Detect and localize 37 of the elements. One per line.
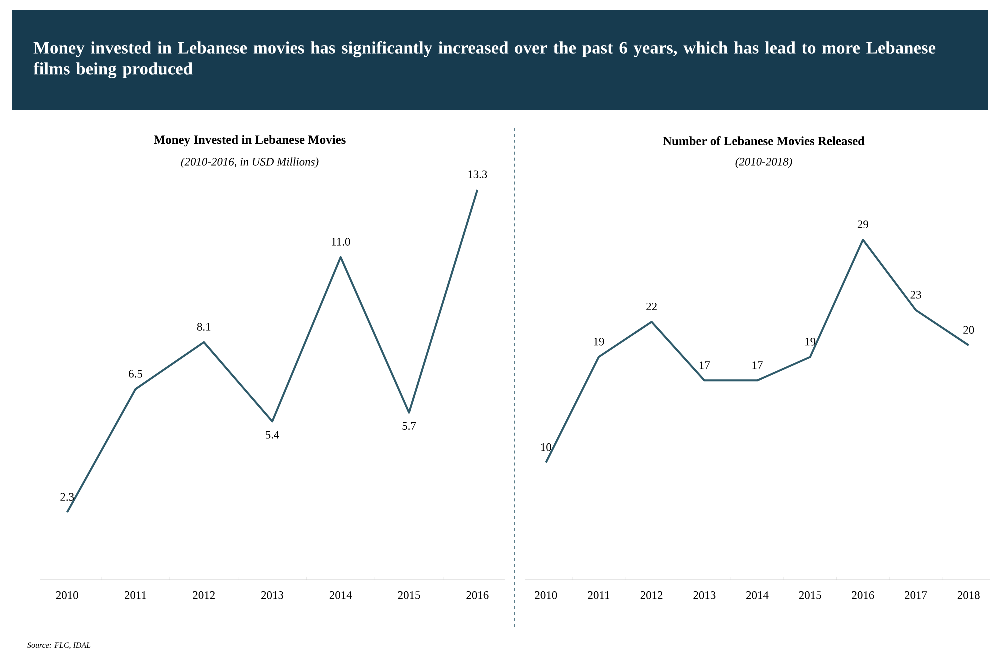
data-label: 8.1 bbox=[197, 323, 211, 331]
x-tick-label: 2014 bbox=[330, 592, 352, 600]
x-tick-label: 2013 bbox=[694, 592, 716, 600]
data-label: 19 bbox=[594, 338, 604, 346]
data-label: 20 bbox=[964, 326, 974, 334]
x-tick-label: 2011 bbox=[588, 592, 610, 600]
data-label: 5.7 bbox=[402, 422, 416, 430]
x-tick-label: 2011 bbox=[125, 592, 146, 600]
x-tick-label: 2010 bbox=[56, 592, 78, 600]
chart-subtitle: (2010-2018) bbox=[736, 158, 792, 168]
data-label: 11.0 bbox=[332, 238, 350, 246]
x-tick-label: 2018 bbox=[958, 592, 980, 600]
x-tick-label: 2017 bbox=[905, 592, 928, 600]
chart-title: Money Invested in Lebanese Movies bbox=[154, 135, 346, 147]
x-tick-label: 2010 bbox=[535, 592, 558, 600]
data-label: 2.3 bbox=[60, 493, 74, 502]
x-tick-label: 2016 bbox=[852, 592, 874, 600]
chart-subtitle: (2010-2016, in USD Millions) bbox=[181, 158, 319, 168]
data-label: 6.5 bbox=[129, 370, 142, 378]
x-tick-label: 2012 bbox=[640, 592, 663, 600]
x-tick-label: 2012 bbox=[193, 592, 215, 600]
x-tick-label: 2015 bbox=[799, 592, 822, 600]
x-tick-label: 2016 bbox=[466, 592, 489, 600]
data-label: 22 bbox=[646, 302, 657, 311]
data-label: 19 bbox=[806, 338, 816, 346]
x-tick-label: 2015 bbox=[398, 592, 420, 600]
data-label: 17 bbox=[700, 362, 710, 370]
x-tick-label: 2014 bbox=[746, 592, 769, 600]
data-label: 17 bbox=[752, 362, 763, 370]
chart-title: Number of Lebanese Movies Released bbox=[663, 136, 865, 146]
x-tick-label: 2013 bbox=[262, 592, 284, 600]
data-label: 5.4 bbox=[266, 431, 280, 439]
text: Money invested in Lebanese movies has significantly increased over the past 6 years, which has lead to more Lebanese films being produced bbox=[34, 41, 936, 79]
data-label: 23 bbox=[910, 291, 922, 299]
data-label: 29 bbox=[858, 220, 868, 228]
data-label: 13.3 bbox=[468, 170, 488, 178]
data-label: 10 bbox=[541, 444, 552, 452]
